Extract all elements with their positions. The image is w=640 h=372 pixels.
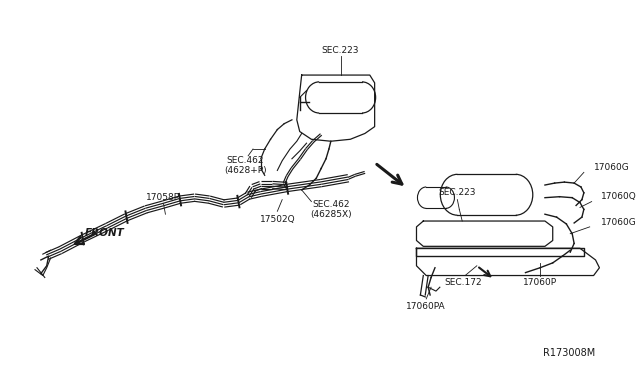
- Text: SEC.462
(4628+P): SEC.462 (4628+P): [224, 156, 266, 175]
- Text: SEC.172: SEC.172: [444, 278, 482, 287]
- Text: SEC.223: SEC.223: [438, 188, 476, 197]
- Text: 17060P: 17060P: [523, 278, 557, 287]
- Text: SEC.223: SEC.223: [322, 46, 359, 55]
- Text: 17060G: 17060G: [593, 163, 629, 172]
- Text: 17060PA: 17060PA: [406, 302, 446, 311]
- Text: 17060Q: 17060Q: [602, 192, 637, 201]
- Text: SEC.462
(46285X): SEC.462 (46285X): [310, 200, 351, 219]
- Text: 17060G: 17060G: [602, 218, 637, 228]
- Text: 17502Q: 17502Q: [260, 215, 295, 224]
- Text: FRONT: FRONT: [85, 228, 125, 238]
- Text: R173008M: R173008M: [543, 348, 596, 358]
- Text: 17058P: 17058P: [147, 193, 180, 202]
